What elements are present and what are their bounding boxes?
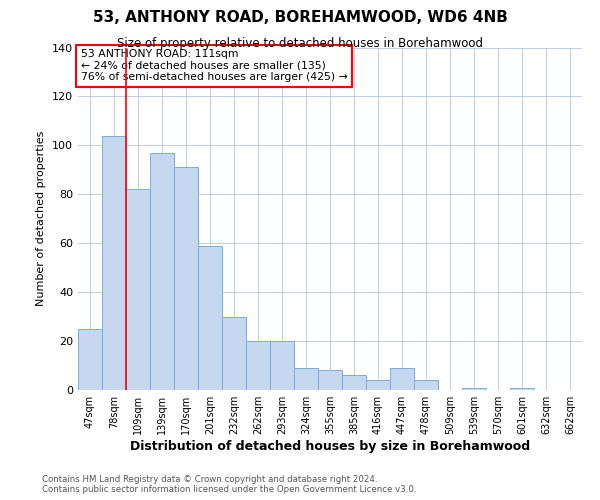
- Bar: [102, 136, 126, 390]
- Bar: [78, 329, 102, 390]
- Y-axis label: Number of detached properties: Number of detached properties: [37, 131, 46, 306]
- Bar: [342, 376, 366, 390]
- Text: Contains HM Land Registry data © Crown copyright and database right 2024.: Contains HM Land Registry data © Crown c…: [42, 475, 377, 484]
- Bar: [198, 246, 222, 390]
- Bar: [462, 388, 486, 390]
- Bar: [126, 190, 150, 390]
- Bar: [510, 388, 534, 390]
- Bar: [318, 370, 342, 390]
- Bar: [390, 368, 414, 390]
- Bar: [174, 168, 198, 390]
- Bar: [246, 341, 270, 390]
- Bar: [414, 380, 438, 390]
- X-axis label: Distribution of detached houses by size in Borehamwood: Distribution of detached houses by size …: [130, 440, 530, 453]
- Text: Size of property relative to detached houses in Borehamwood: Size of property relative to detached ho…: [117, 38, 483, 51]
- Bar: [270, 341, 294, 390]
- Text: 53 ANTHONY ROAD: 111sqm
← 24% of detached houses are smaller (135)
76% of semi-d: 53 ANTHONY ROAD: 111sqm ← 24% of detache…: [80, 49, 347, 82]
- Bar: [366, 380, 390, 390]
- Text: Contains public sector information licensed under the Open Government Licence v3: Contains public sector information licen…: [42, 484, 416, 494]
- Bar: [150, 152, 174, 390]
- Text: 53, ANTHONY ROAD, BOREHAMWOOD, WD6 4NB: 53, ANTHONY ROAD, BOREHAMWOOD, WD6 4NB: [92, 10, 508, 25]
- Bar: [294, 368, 318, 390]
- Bar: [222, 316, 246, 390]
